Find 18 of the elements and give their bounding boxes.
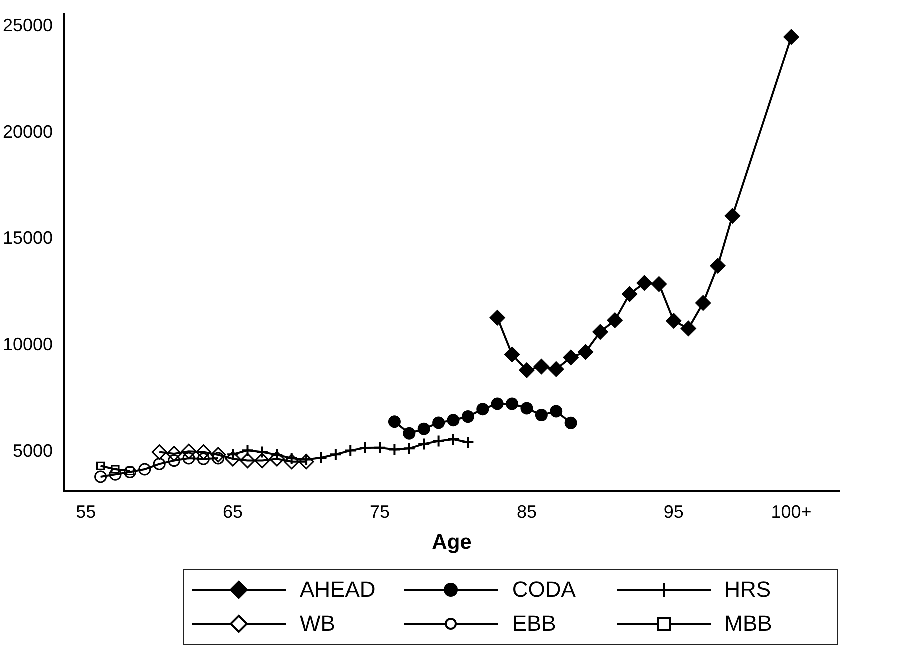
x-tick-label: 75	[370, 502, 390, 522]
legend-label: AHEAD	[300, 577, 376, 603]
legend-label: MBB	[724, 611, 772, 637]
legend-label: WB	[300, 611, 336, 637]
x-tick-label: 100+	[771, 502, 812, 522]
x-axis-title: Age	[432, 531, 472, 554]
x-tick-label: 55	[76, 502, 96, 522]
y-tick-label: 20000	[2, 122, 54, 142]
legend-label: EBB	[512, 611, 556, 637]
x-tick-label: 85	[516, 502, 537, 522]
y-tick-label: 15000	[2, 228, 54, 248]
x-tick-label: 65	[223, 502, 244, 522]
y-tick-label: 5000	[13, 440, 54, 461]
legend-label: CODA	[512, 577, 576, 603]
legend-label: HRS	[724, 577, 772, 603]
y-tick-label: 10000	[2, 334, 54, 355]
x-tick-label: 95	[664, 502, 684, 522]
y-tick-label: 25000	[2, 16, 54, 36]
